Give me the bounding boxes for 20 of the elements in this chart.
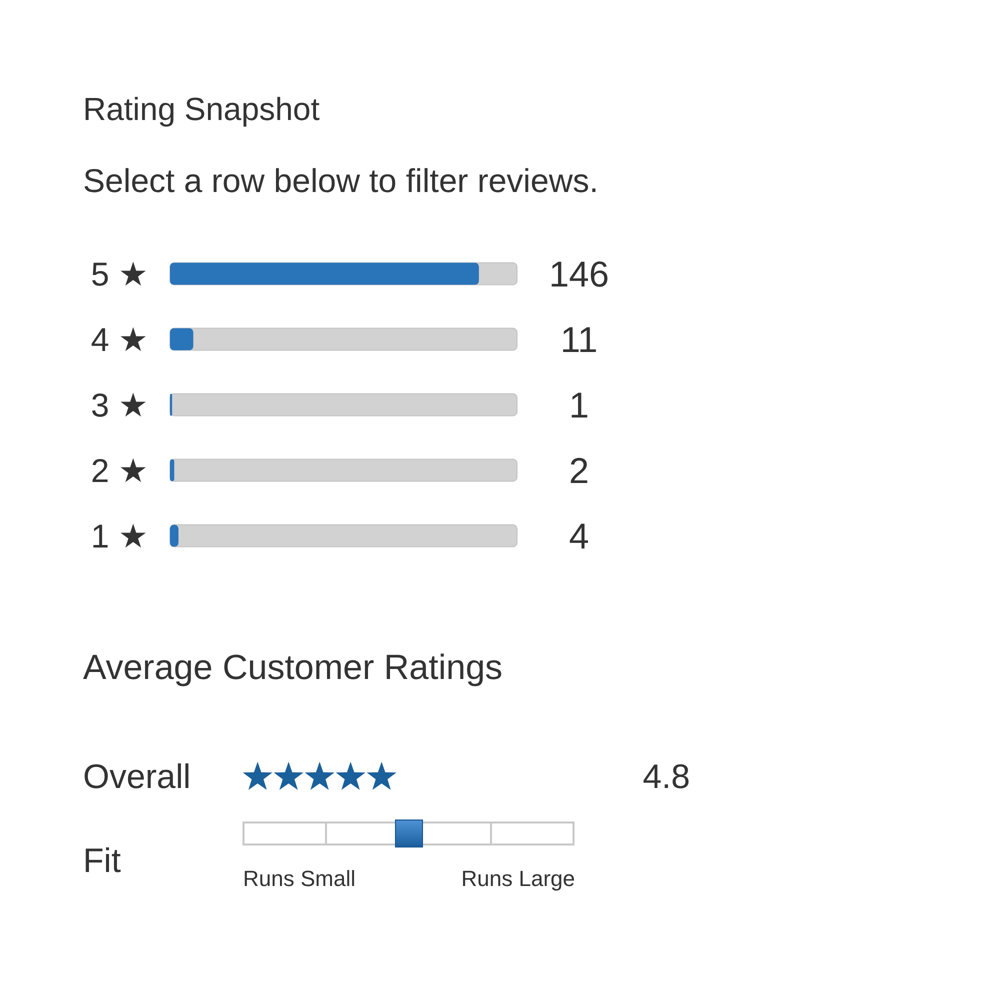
y-tick-label: 3 ★ (90, 386, 148, 424)
text: 4.8 (642, 758, 690, 796)
data-label: 146 (548, 253, 610, 294)
text: Runs Small (243, 866, 356, 891)
y-tick-label: 2 ★ (90, 452, 148, 489)
chart-title: Rating Snapshot (83, 91, 320, 127)
data-label: 11 (560, 318, 598, 360)
data-label: 4 (568, 515, 590, 556)
data-label: 1 (568, 384, 590, 426)
text: Overall (83, 758, 191, 796)
chart-subtitle: Select a row below to filter reviews. (83, 162, 598, 199)
y-tick-label: 1 ★ (90, 517, 148, 554)
bar (170, 459, 174, 482)
y-tick-label: 4 ★ (90, 320, 148, 358)
bar (170, 328, 194, 350)
text: Fit (83, 842, 121, 880)
text: Runs Large (461, 866, 575, 891)
data-label: 2 (568, 450, 590, 491)
y-tick-label: 5 ★ (90, 255, 148, 292)
text: Average Customer Ratings (83, 648, 503, 687)
